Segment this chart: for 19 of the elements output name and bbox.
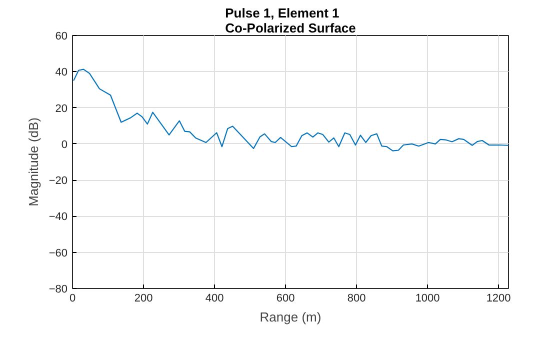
x-tick-label: 0 xyxy=(69,292,76,304)
y-tick-label: 0 xyxy=(61,138,68,151)
y-axis-title: Magnitude (dB) xyxy=(26,118,41,206)
y-tick-label: −80 xyxy=(48,284,68,296)
x-axis-title: Range (m) xyxy=(260,310,322,324)
x-tick-label: 1200 xyxy=(486,292,511,304)
y-tick-label: 40 xyxy=(55,66,68,79)
y-tick-label: 60 xyxy=(55,30,68,42)
y-tick-label: 20 xyxy=(55,102,68,115)
chart-title: Pulse 1, Element 1 Co-Polarized Surface xyxy=(225,6,356,36)
y-tick-label: −60 xyxy=(48,247,68,260)
x-tick-label: 800 xyxy=(347,292,366,304)
x-tick-label: 400 xyxy=(205,292,224,304)
y-tick-label: −20 xyxy=(48,175,68,188)
x-tick-label: 1000 xyxy=(415,292,440,304)
x-tick-label: 200 xyxy=(134,292,153,304)
y-tick-label: −40 xyxy=(48,211,68,224)
line-series xyxy=(73,68,508,152)
x-tick-label: 600 xyxy=(276,292,295,304)
